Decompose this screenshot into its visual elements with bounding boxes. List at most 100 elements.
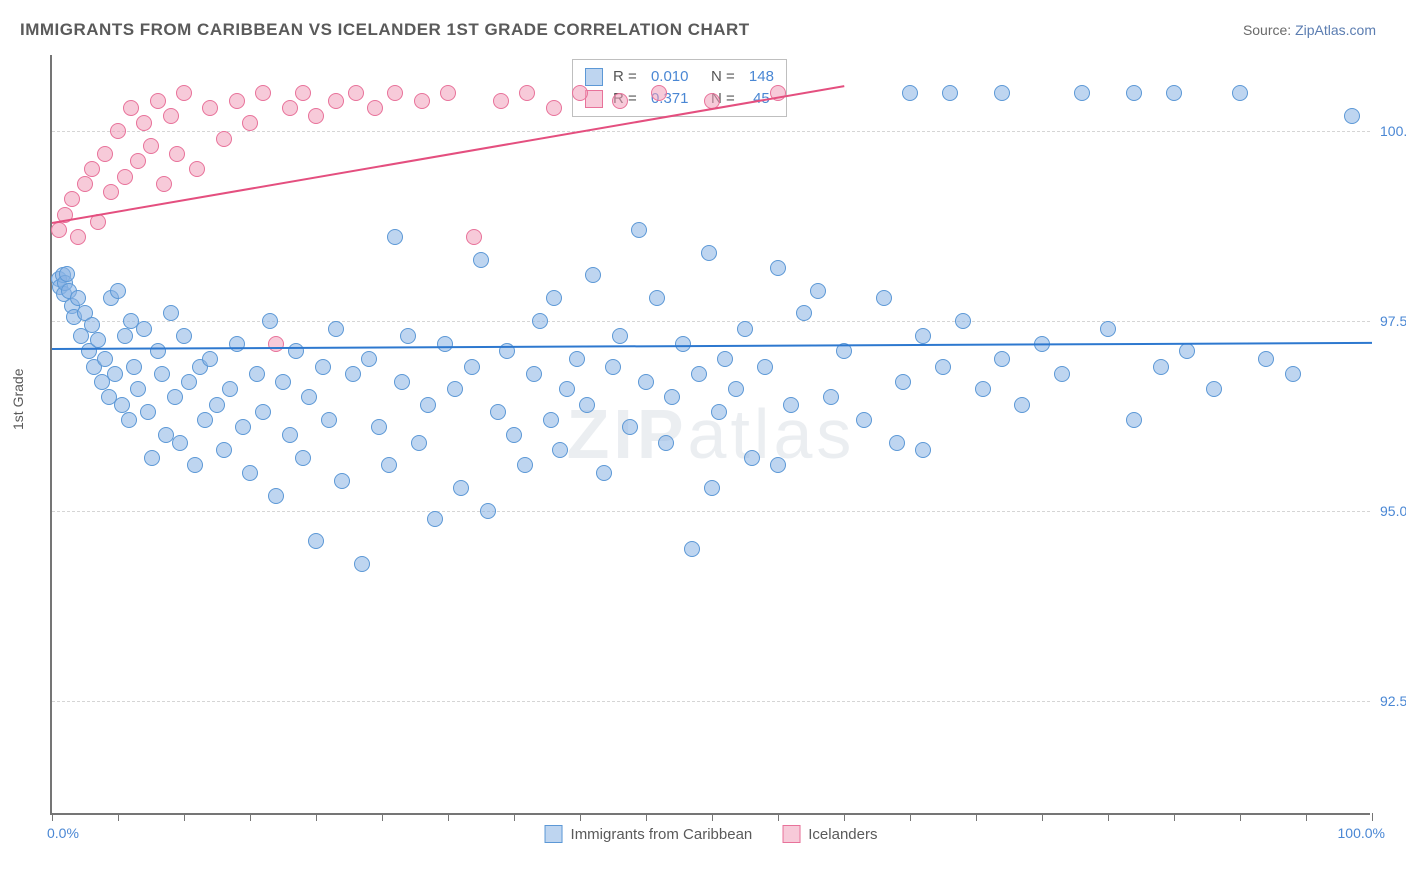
scatter-point: [744, 450, 760, 466]
scatter-point: [658, 435, 674, 451]
scatter-point: [605, 359, 621, 375]
x-tick: [844, 813, 845, 821]
scatter-point: [328, 93, 344, 109]
scatter-point: [1166, 85, 1182, 101]
scatter-point: [955, 313, 971, 329]
scatter-point: [691, 366, 707, 382]
scatter-point: [684, 541, 700, 557]
scatter-point: [308, 108, 324, 124]
scatter-point: [783, 397, 799, 413]
scatter-point: [70, 290, 86, 306]
scatter-point: [935, 359, 951, 375]
x-tick: [580, 813, 581, 821]
scatter-point: [235, 419, 251, 435]
scatter-point: [84, 317, 100, 333]
scatter-point: [121, 412, 137, 428]
scatter-point: [823, 389, 839, 405]
scatter-point: [381, 457, 397, 473]
x-tick: [1108, 813, 1109, 821]
x-tick: [1174, 813, 1175, 821]
scatter-point: [414, 93, 430, 109]
trend-line: [52, 342, 1372, 350]
scatter-point: [622, 419, 638, 435]
scatter-point: [1285, 366, 1301, 382]
scatter-point: [942, 85, 958, 101]
scatter-point: [282, 427, 298, 443]
scatter-point: [651, 85, 667, 101]
scatter-point: [181, 374, 197, 390]
scatter-point: [136, 321, 152, 337]
scatter-point: [519, 85, 535, 101]
scatter-point: [315, 359, 331, 375]
scatter-point: [612, 93, 628, 109]
scatter-point: [895, 374, 911, 390]
x-tick: [514, 813, 515, 821]
scatter-point: [559, 381, 575, 397]
scatter-point: [150, 343, 166, 359]
scatter-point: [117, 169, 133, 185]
source-link[interactable]: ZipAtlas.com: [1295, 22, 1376, 38]
scatter-point: [526, 366, 542, 382]
scatter-point: [447, 381, 463, 397]
scatter-point: [222, 381, 238, 397]
scatter-point: [262, 313, 278, 329]
scatter-point: [585, 267, 601, 283]
scatter-point: [480, 503, 496, 519]
scatter-point: [1126, 85, 1142, 101]
scatter-point: [70, 229, 86, 245]
source-prefix: Source:: [1243, 22, 1295, 38]
scatter-point: [321, 412, 337, 428]
scatter-point: [1232, 85, 1248, 101]
scatter-point: [1126, 412, 1142, 428]
scatter-point: [737, 321, 753, 337]
scatter-point: [420, 397, 436, 413]
scatter-point: [994, 85, 1010, 101]
scatter-point: [255, 85, 271, 101]
x-tick: [184, 813, 185, 821]
scatter-point: [711, 404, 727, 420]
scatter-point: [117, 328, 133, 344]
scatter-point: [532, 313, 548, 329]
scatter-point: [543, 412, 559, 428]
x-tick: [778, 813, 779, 821]
x-tick: [1372, 813, 1373, 821]
scatter-point: [975, 381, 991, 397]
scatter-point: [493, 93, 509, 109]
scatter-point: [473, 252, 489, 268]
scatter-point: [517, 457, 533, 473]
scatter-point: [103, 184, 119, 200]
scatter-plot-area: ZIPatlas R = 0.010 N = 148R = 0.371 N = …: [50, 55, 1370, 815]
scatter-point: [249, 366, 265, 382]
x-axis-max-label: 100.0%: [1338, 825, 1385, 841]
scatter-point: [130, 153, 146, 169]
x-tick: [250, 813, 251, 821]
watermark: ZIPatlas: [567, 394, 856, 474]
scatter-point: [387, 229, 403, 245]
scatter-point: [156, 176, 172, 192]
legend-r-label: R =: [613, 66, 641, 88]
scatter-point: [77, 176, 93, 192]
x-tick: [1240, 813, 1241, 821]
scatter-point: [411, 435, 427, 451]
scatter-point: [367, 100, 383, 116]
scatter-point: [275, 374, 291, 390]
scatter-point: [288, 343, 304, 359]
scatter-point: [994, 351, 1010, 367]
scatter-point: [172, 435, 188, 451]
scatter-point: [163, 305, 179, 321]
legend-label: Icelanders: [808, 826, 877, 843]
scatter-point: [176, 328, 192, 344]
scatter-point: [140, 404, 156, 420]
legend-swatch: [782, 825, 800, 843]
scatter-point: [770, 260, 786, 276]
scatter-point: [301, 389, 317, 405]
scatter-point: [229, 336, 245, 352]
legend-item: Immigrants from Caribbean: [545, 825, 753, 843]
scatter-point: [810, 283, 826, 299]
scatter-point: [348, 85, 364, 101]
scatter-point: [552, 442, 568, 458]
scatter-point: [59, 266, 75, 282]
scatter-point: [107, 366, 123, 382]
x-tick: [448, 813, 449, 821]
scatter-point: [856, 412, 872, 428]
